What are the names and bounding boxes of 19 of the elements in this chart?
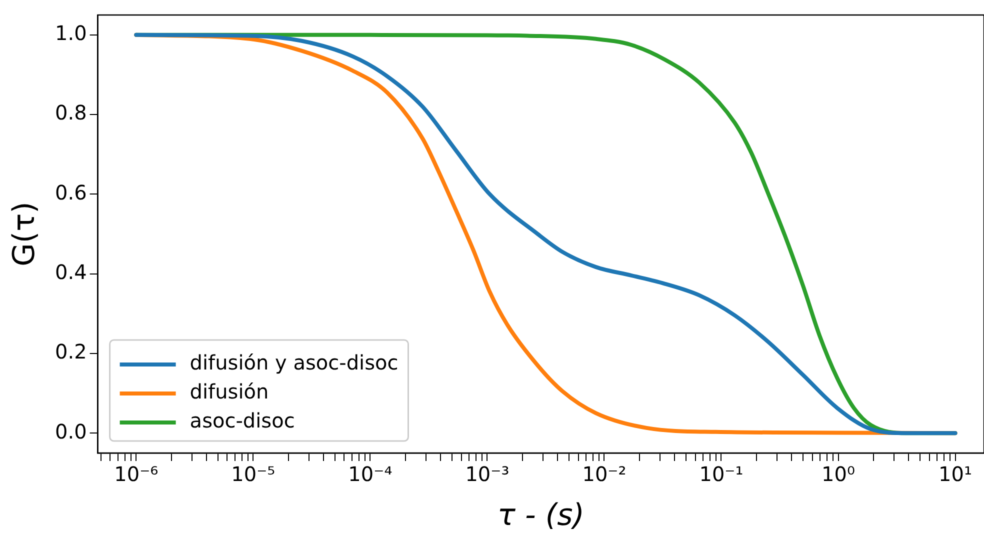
x-axis-title: τ - (s): [497, 498, 584, 533]
y-tick-label: 0.6: [54, 180, 87, 204]
x-tick-label: 10⁻²: [582, 462, 626, 486]
x-tick-label: 10⁻⁵: [231, 462, 276, 486]
y-tick-label: 0.0: [54, 419, 87, 444]
legend-label: difusión y asoc-disoc: [190, 350, 398, 375]
y-tick-label: 0.4: [54, 260, 87, 284]
x-tick-label: 10⁻¹: [699, 462, 744, 486]
legend-label: difusión: [190, 380, 269, 404]
y-tick-label: 0.2: [54, 340, 87, 364]
x-tick-label: 10⁻⁶: [114, 462, 158, 486]
legend-label: asoc-disoc: [190, 408, 295, 433]
x-tick-label: 10⁰: [822, 462, 855, 486]
x-tick-label: 10⁻⁴: [348, 462, 392, 486]
y-axis-title: G(τ): [6, 202, 42, 266]
y-tick-label: 1.0: [54, 21, 87, 46]
y-tick-label: 0.8: [54, 100, 87, 125]
x-tick-label: 10⁻³: [465, 462, 510, 486]
x-tick-label: 10¹: [938, 462, 972, 486]
